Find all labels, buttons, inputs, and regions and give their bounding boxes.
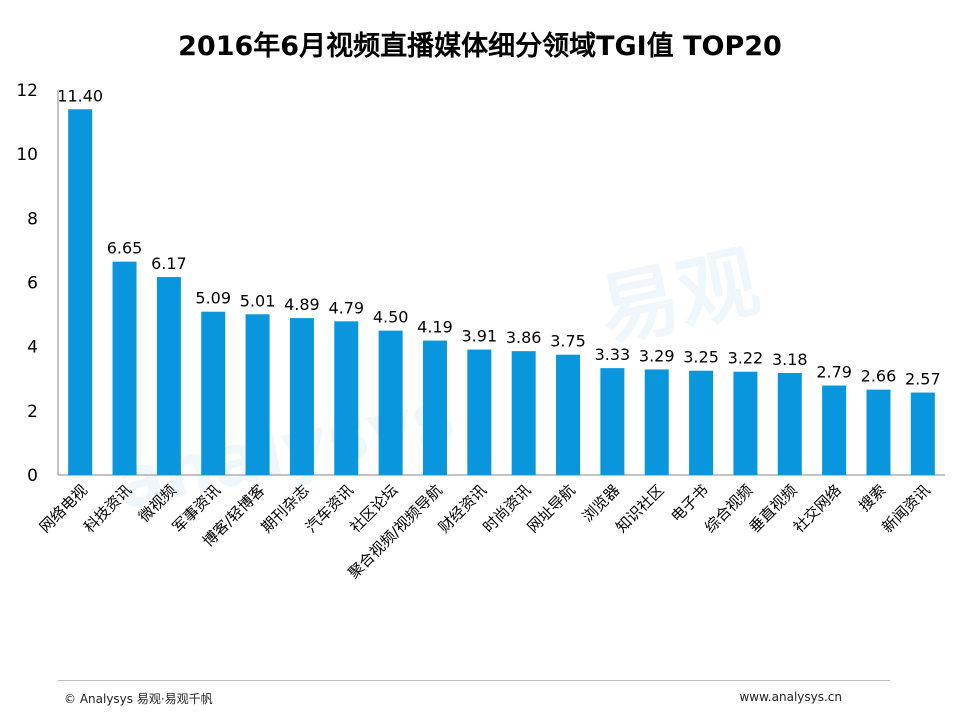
y-tick-label: 6 [27, 274, 38, 294]
data-label: 3.75 [550, 332, 586, 351]
data-label: 3.29 [639, 346, 675, 365]
footer-website: www.analysys.cn [739, 690, 842, 704]
bar [556, 354, 581, 475]
bar [822, 385, 847, 475]
bar [910, 392, 935, 475]
footer-divider [58, 680, 890, 681]
x-tick-label: 搜索 [855, 481, 889, 515]
bar [467, 349, 492, 475]
bar [866, 389, 891, 475]
data-label: 2.57 [905, 370, 941, 389]
data-label: 2.66 [861, 367, 897, 386]
x-tick-label: 网址导航 [524, 481, 579, 536]
chart-title: 2016年6月视频直播媒体细分领域TGI值 TOP20 [178, 31, 782, 62]
bar [201, 311, 226, 475]
footer-copyright: © Analysys 易观·易观千帆 [64, 692, 213, 706]
data-label: 3.91 [462, 327, 498, 346]
x-tick-label: 汽车资讯 [302, 481, 357, 536]
bar [245, 314, 270, 475]
data-label: 4.50 [373, 308, 409, 327]
bar [777, 372, 802, 475]
data-label: 4.19 [417, 318, 453, 337]
bar [289, 318, 314, 475]
bar [733, 371, 758, 475]
y-tick-label: 4 [27, 338, 38, 358]
bar [422, 340, 447, 475]
data-label: 3.18 [772, 350, 808, 369]
x-tick-label: 综合视频 [701, 481, 756, 536]
data-label: 3.33 [595, 345, 631, 364]
x-tick-label: 垂直视频 [745, 481, 800, 536]
data-label: 2.79 [816, 362, 852, 381]
y-tick-label: 2 [27, 402, 38, 422]
bar [68, 109, 93, 475]
bar [600, 368, 625, 475]
x-tick-label: 财经资讯 [435, 481, 490, 536]
bar [378, 330, 403, 475]
x-tick-label: 社交网络 [790, 481, 845, 536]
bar [156, 277, 181, 475]
data-label: 3.86 [506, 328, 542, 347]
bar [689, 370, 714, 475]
data-label: 4.89 [284, 295, 320, 314]
x-tick-label: 网络电视 [36, 481, 91, 536]
data-label: 6.65 [107, 239, 143, 258]
data-label: 11.40 [57, 86, 103, 105]
data-label: 5.09 [195, 289, 231, 308]
data-label: 4.79 [328, 298, 364, 317]
x-tick-label: 新闻资讯 [878, 481, 933, 536]
bar [334, 321, 359, 475]
data-label: 6.17 [151, 254, 187, 273]
y-tick-label: 8 [27, 209, 38, 229]
x-tick-label: 知识社区 [612, 481, 667, 536]
y-tick-label: 12 [16, 81, 38, 101]
svg-text:易观: 易观 [591, 235, 767, 359]
y-tick-label: 0 [27, 466, 38, 486]
bar [644, 369, 669, 475]
data-label: 3.25 [683, 348, 719, 367]
data-label: 3.22 [728, 349, 764, 368]
bar [511, 351, 536, 475]
y-tick-label: 10 [16, 145, 38, 165]
x-tick-label: 时尚资讯 [479, 481, 534, 536]
data-label: 5.01 [240, 291, 276, 310]
bar [112, 261, 137, 475]
